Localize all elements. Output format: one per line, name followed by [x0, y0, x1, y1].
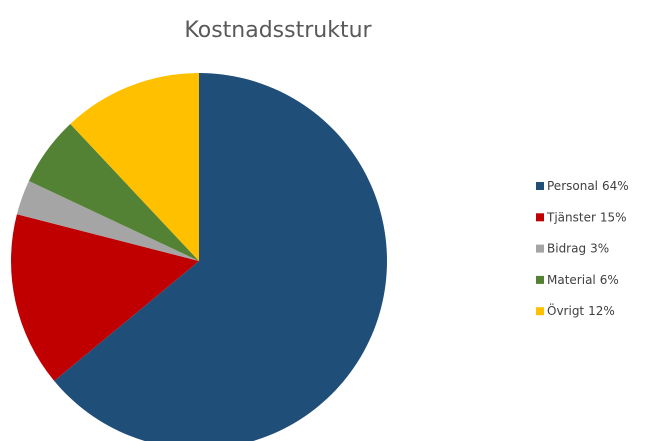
legend-label: Material: [547, 272, 596, 286]
legend-label: Övrigt: [547, 302, 584, 318]
legend-swatch: [536, 244, 544, 253]
pie-slice: [11, 214, 199, 381]
chart-title: Kostnadsstruktur: [184, 18, 372, 43]
pie-slice: [28, 123, 199, 262]
legend-entry: Tjänster 15%: [546, 210, 627, 224]
legend-value: 15%: [600, 210, 627, 224]
legend-label: Personal: [547, 179, 598, 193]
legend-value: 6%: [600, 272, 619, 286]
legend-swatch: [536, 182, 544, 190]
pie-slice: [70, 73, 199, 261]
legend-swatch: [536, 275, 544, 284]
legend-entry: Material 6%: [547, 272, 619, 286]
pie-slice: [54, 73, 387, 441]
legend-swatch: [536, 307, 544, 316]
legend-label: Tjänster: [546, 210, 596, 224]
legend-swatch: [536, 213, 544, 222]
pie-slice: [16, 180, 199, 261]
legend-entry: Personal 64%: [547, 179, 629, 193]
legend-value: 12%: [588, 304, 615, 318]
legend-value: 3%: [590, 241, 609, 255]
legend-label: Bidrag: [547, 241, 586, 255]
legend-entry: Bidrag 3%: [547, 241, 609, 255]
legend-entry: Övrigt 12%: [547, 302, 615, 318]
legend-value: 64%: [602, 179, 629, 193]
